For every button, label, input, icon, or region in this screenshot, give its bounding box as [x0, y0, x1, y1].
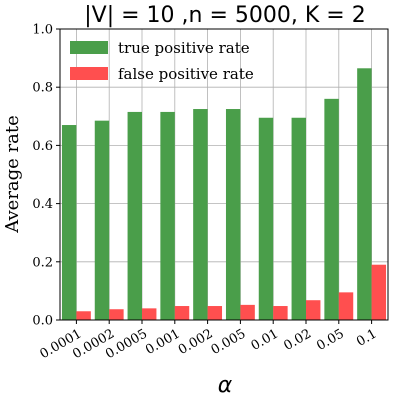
bar-true-positive-rate: [225, 109, 241, 321]
bars: [61, 68, 387, 321]
legend-swatch: [70, 67, 108, 80]
bar-true-positive-rate: [258, 117, 274, 320]
x-tick-label: 0.002: [176, 326, 216, 358]
bar-false-positive-rate: [174, 306, 190, 320]
x-tick-label: 0.02: [281, 326, 314, 353]
x-tick-label: 0.1: [354, 326, 379, 349]
y-tick-label: 0.2: [32, 255, 53, 270]
legend: true positive rate false positive rate: [70, 39, 254, 83]
y-tick-label: 0.6: [32, 139, 53, 154]
bar-false-positive-rate: [240, 304, 255, 320]
legend-label: false positive rate: [118, 65, 254, 83]
x-tick-label: 0.05: [314, 326, 347, 353]
y-axis-label: Average rate: [2, 115, 23, 234]
legend-label: true positive rate: [118, 39, 250, 57]
bar-true-positive-rate: [61, 125, 77, 320]
bar-false-positive-rate: [371, 264, 387, 320]
bar-false-positive-rate: [273, 306, 288, 320]
bar-true-positive-rate: [324, 98, 339, 320]
y-tick-label: 0.0: [32, 314, 53, 329]
bar-false-positive-rate: [306, 300, 321, 320]
bar-true-positive-rate: [127, 111, 142, 320]
bar-false-positive-rate: [109, 309, 124, 320]
bar-true-positive-rate: [193, 109, 208, 321]
x-tick-label: 0.001: [143, 326, 183, 358]
x-axis-label: α: [218, 373, 233, 398]
x-tick-label: 0.005: [209, 326, 249, 358]
bar-true-positive-rate: [291, 117, 306, 320]
bar-false-positive-rate: [207, 306, 223, 320]
y-tick-label: 0.8: [32, 81, 53, 96]
bar-false-positive-rate: [338, 292, 354, 320]
chart-title: |V| = 10 ,n = 5000, K = 2: [84, 3, 365, 28]
bar-true-positive-rate: [160, 111, 175, 320]
bar-false-positive-rate: [76, 311, 91, 320]
bar-true-positive-rate: [94, 120, 110, 320]
y-tick-label: 0.4: [32, 197, 53, 212]
bar-false-positive-rate: [142, 308, 157, 320]
plot-area-frame: [59, 28, 389, 321]
bar-true-positive-rate: [357, 68, 372, 320]
y-tick-label: 1.0: [32, 23, 53, 38]
x-tick-label: 0.01: [249, 326, 282, 353]
y-axis: 0.0 0.2 0.4 0.6 0.8 1.0: [32, 23, 60, 329]
legend-swatch: [70, 41, 108, 54]
